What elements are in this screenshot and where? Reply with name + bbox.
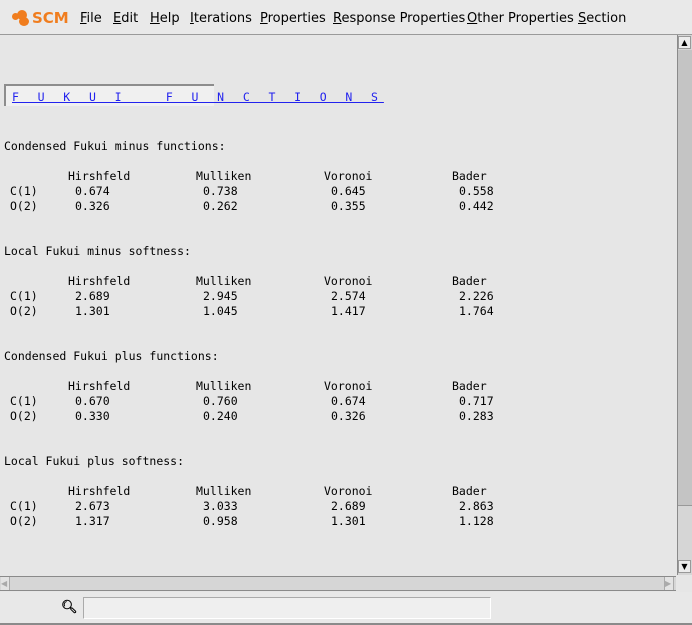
column-header: Hirshfeld [68,274,131,288]
atom-label: C(1) [10,394,38,408]
column-header: Mulliken [196,484,252,498]
section-title: Local Fukui plus softness: [4,454,185,468]
value-cell: 0.283 [459,409,494,423]
value-cell: 0.674 [75,184,110,198]
value-cell: 0.240 [203,409,238,423]
value-cell: 0.760 [203,394,238,408]
section-title: Condensed Fukui minus functions: [4,139,226,153]
value-cell: 1.301 [331,514,366,528]
section-title: Local Fukui minus softness: [4,244,191,258]
column-header: Bader [452,379,487,393]
column-header: Voronoi [324,274,373,288]
atom-label: O(2) [10,409,38,423]
scroll-up-icon[interactable]: ▲ [678,36,691,49]
horizontal-scrollbar[interactable]: ◀ ▶ [0,576,676,591]
value-cell: 1.128 [459,514,494,528]
menu-response-properties[interactable]: Response Properties [333,11,466,26]
logo-text: SCM [32,9,69,27]
value-cell: 2.226 [459,289,494,303]
output-pane: F U K U I F U N C T I O N S Condensed Fu… [0,35,676,575]
scroll-down-icon[interactable]: ▼ [678,560,691,573]
value-cell: 0.326 [75,199,110,213]
value-cell: 0.326 [331,409,366,423]
menu-properties[interactable]: Properties [260,11,326,26]
value-cell: 0.262 [203,199,238,213]
column-header: Voronoi [324,169,373,183]
value-cell: 1.301 [75,304,110,318]
search-icon: 🔍︎ [61,600,78,615]
value-cell: 0.674 [331,394,366,408]
value-cell: 1.417 [331,304,366,318]
value-cell: 0.355 [331,199,366,213]
value-cell: 0.645 [331,184,366,198]
atom-label: O(2) [10,199,38,213]
menu-file[interactable]: File [80,11,102,26]
value-cell: 3.033 [203,499,238,513]
column-header: Hirshfeld [68,484,131,498]
value-cell: 0.958 [203,514,238,528]
column-header: Bader [452,484,487,498]
value-cell: 0.558 [459,184,494,198]
scm-logo[interactable]: SCM [12,9,69,27]
scroll-left-icon[interactable]: ◀ [1,577,10,590]
value-cell: 2.945 [203,289,238,303]
menu-help[interactable]: Help [150,11,180,26]
atom-label: O(2) [10,514,38,528]
value-cell: 0.442 [459,199,494,213]
search-input[interactable] [83,597,491,619]
atom-label: C(1) [10,289,38,303]
vertical-scroll-thumb[interactable] [678,50,692,506]
value-cell: 1.764 [459,304,494,318]
search-bar: 🔍︎ [0,592,692,625]
atom-label: O(2) [10,304,38,318]
value-cell: 0.670 [75,394,110,408]
value-cell: 2.689 [75,289,110,303]
section-title: Condensed Fukui plus functions: [4,349,219,363]
menu-other-properties[interactable]: Other Properties [467,11,574,26]
value-cell: 2.673 [75,499,110,513]
column-header: Bader [452,274,487,288]
fukui-functions-link[interactable]: F U K U I F U N C T I O N S [12,90,384,104]
column-header: Hirshfeld [68,169,131,183]
menu-iterations[interactable]: Iterations [190,11,252,26]
value-cell: 0.330 [75,409,110,423]
fukui-heading-box: F U K U I F U N C T I O N S [4,84,378,106]
atom-label: C(1) [10,499,38,513]
value-cell: 0.738 [203,184,238,198]
value-cell: 0.717 [459,394,494,408]
menu-section[interactable]: Section [578,11,627,26]
column-header: Hirshfeld [68,379,131,393]
value-cell: 1.317 [75,514,110,528]
value-cell: 1.045 [203,304,238,318]
menu-edit[interactable]: Edit [113,11,139,26]
column-header: Bader [452,169,487,183]
column-header: Mulliken [196,169,252,183]
column-header: Mulliken [196,274,252,288]
column-header: Voronoi [324,379,373,393]
menu-bar: SCM File Edit Help Iterations Properties… [0,0,692,35]
atom-label: C(1) [10,184,38,198]
vertical-scrollbar[interactable]: ▲ ▼ [677,35,692,575]
column-header: Mulliken [196,379,252,393]
column-header: Voronoi [324,484,373,498]
value-cell: 2.689 [331,499,366,513]
scm-logo-icon [12,10,30,26]
value-cell: 2.863 [459,499,494,513]
value-cell: 2.574 [331,289,366,303]
scroll-right-icon[interactable]: ▶ [664,577,674,590]
